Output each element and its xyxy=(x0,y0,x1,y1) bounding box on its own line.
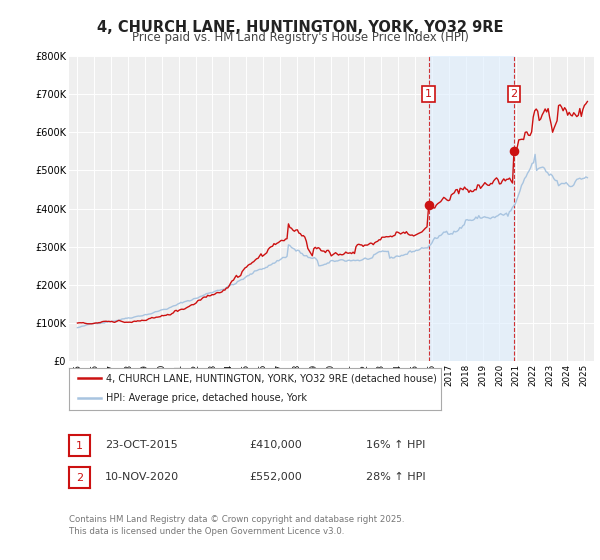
Text: Price paid vs. HM Land Registry's House Price Index (HPI): Price paid vs. HM Land Registry's House … xyxy=(131,31,469,44)
Text: HPI: Average price, detached house, York: HPI: Average price, detached house, York xyxy=(106,393,307,403)
Bar xyxy=(429,56,514,361)
Text: 4, CHURCH LANE, HUNTINGTON, YORK, YO32 9RE (detached house): 4, CHURCH LANE, HUNTINGTON, YORK, YO32 9… xyxy=(106,374,437,384)
Text: Contains HM Land Registry data © Crown copyright and database right 2025.: Contains HM Land Registry data © Crown c… xyxy=(69,515,404,524)
Text: This data is licensed under the Open Government Licence v3.0.: This data is licensed under the Open Gov… xyxy=(69,528,344,536)
Text: 1: 1 xyxy=(76,441,83,451)
Text: £552,000: £552,000 xyxy=(249,472,302,482)
Text: 23-OCT-2015: 23-OCT-2015 xyxy=(105,440,178,450)
Text: 10-NOV-2020: 10-NOV-2020 xyxy=(105,472,179,482)
Text: 16% ↑ HPI: 16% ↑ HPI xyxy=(366,440,425,450)
Point xyxy=(424,200,434,209)
Text: 2: 2 xyxy=(511,89,518,99)
Text: 4, CHURCH LANE, HUNTINGTON, YORK, YO32 9RE: 4, CHURCH LANE, HUNTINGTON, YORK, YO32 9… xyxy=(97,20,503,35)
Point xyxy=(509,146,519,155)
Text: £410,000: £410,000 xyxy=(249,440,302,450)
Text: 1: 1 xyxy=(425,89,432,99)
Text: 28% ↑ HPI: 28% ↑ HPI xyxy=(366,472,425,482)
Text: 2: 2 xyxy=(76,473,83,483)
